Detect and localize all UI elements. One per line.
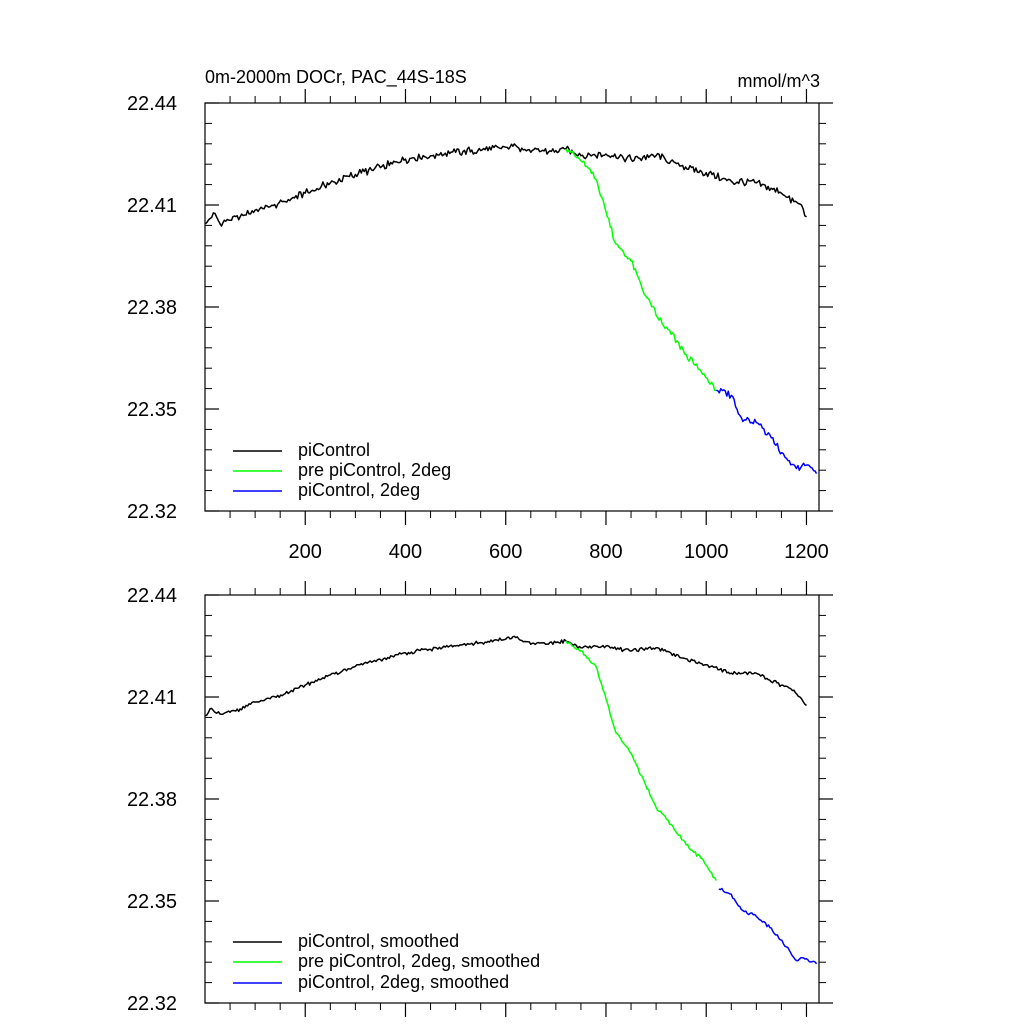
top-legend-label-1: pre piControl, 2deg [298,460,451,480]
top-series-1-line [565,148,717,392]
bottom-legend-label-0: piControl, smoothed [298,931,459,951]
bottom-ticks-layer: 22.32 22.35 22.38 22.41 22.44 [127,581,833,1017]
y-tick-label: 22.38 [127,789,177,811]
x-tick-label: 800 [589,541,622,563]
top-series-layer [204,143,818,474]
y-tick-label: 22.38 [127,297,177,319]
top-legend: piControl pre piControl, 2deg piControl,… [233,440,451,500]
y-tick-label: 22.35 [127,399,177,421]
y-tick-label: 22.32 [127,993,177,1015]
top-series-2-line [716,387,818,474]
top-series-0-line [204,143,807,227]
x-tick-label: 200 [289,541,322,563]
x-tick-label: 1200 [784,541,829,563]
top-ticks-layer: 22.32 22.35 22.38 22.41 22.44 200 400 600 800 100… [127,89,833,563]
y-tick-label: 22.35 [127,891,177,913]
y-tick-label: 22.44 [127,93,177,115]
bottom-series-1-line [565,640,717,881]
x-tick-label: 600 [489,541,522,563]
bottom-legend: piControl, smoothed pre piControl, 2deg,… [233,931,540,992]
y-tick-label: 22.44 [127,585,177,607]
bottom-series-0-line [205,635,807,717]
y-tick-label: 22.41 [127,687,177,709]
units-label: mmol/m^3 [738,71,820,91]
x-tick-label: 1000 [684,541,729,563]
bottom-series-2-line [718,887,818,965]
top-legend-label-0: piControl [298,440,370,460]
x-tick-label: 400 [389,541,422,563]
bottom-legend-label-2: piControl, 2deg, smoothed [298,972,509,992]
bottom-series-layer [205,635,818,965]
top-panel: 22.32 22.35 22.38 22.41 22.44 200 400 600 800 100… [127,89,833,563]
bottom-panel: 22.32 22.35 22.38 22.41 22.44 piControl, smo… [127,581,833,1017]
top-legend-label-2: piControl, 2deg [298,480,420,500]
bottom-legend-label-1: pre piControl, 2deg, smoothed [298,951,540,971]
y-tick-label: 22.41 [127,195,177,217]
y-tick-label: 22.32 [127,501,177,523]
figure-title: 0m-2000m DOCr, PAC_44S-18S [205,67,467,88]
